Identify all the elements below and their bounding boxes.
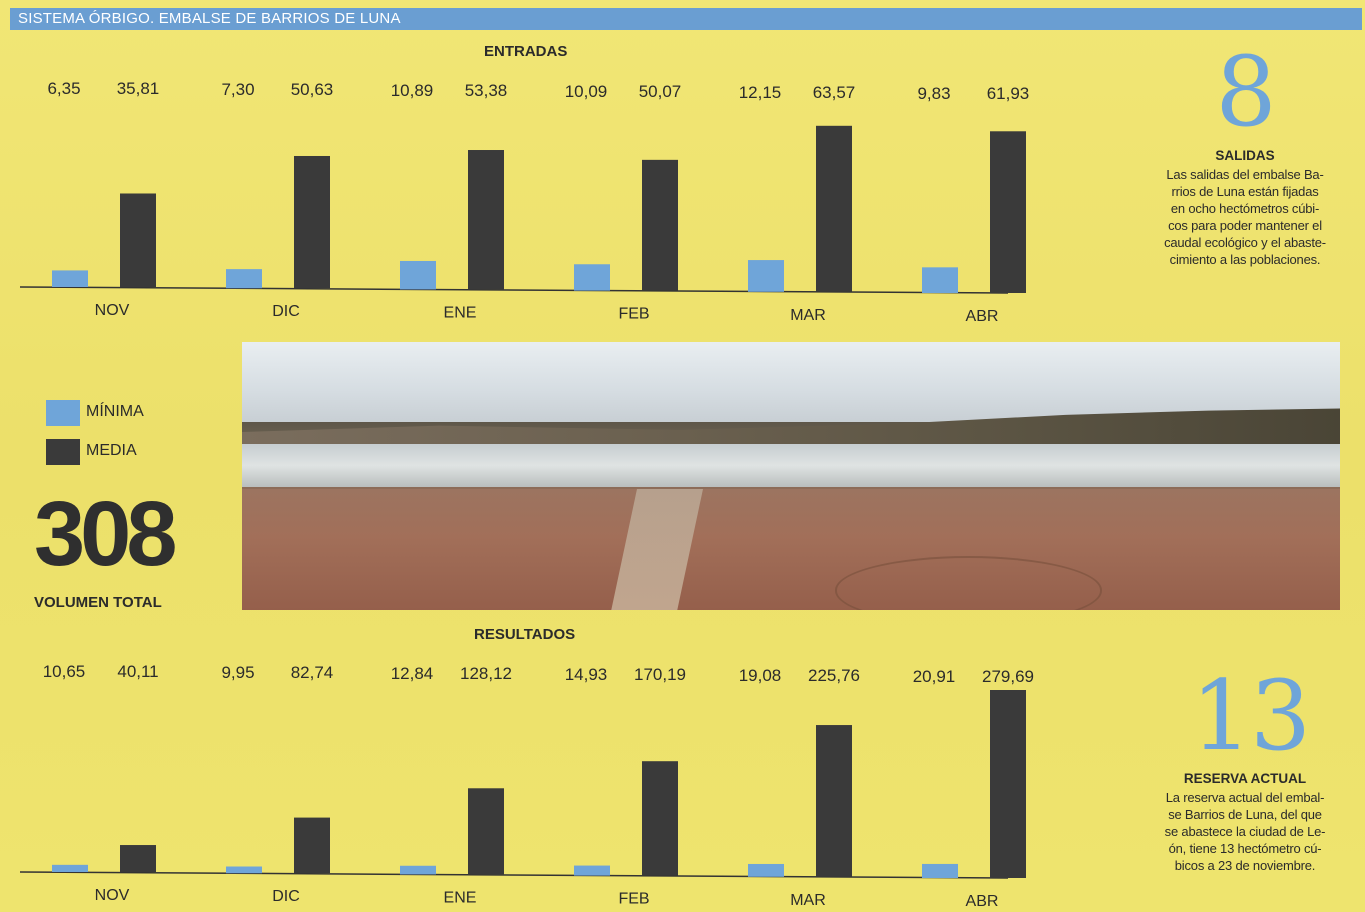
value-label-minima: 10,65 bbox=[43, 662, 86, 681]
bar-media-ene bbox=[468, 788, 504, 875]
value-label-media: 279,69 bbox=[982, 667, 1034, 686]
legend-media-label: MEDIA bbox=[86, 442, 137, 459]
category-label-dic: DIC bbox=[272, 303, 300, 320]
category-label-nov: NOV bbox=[95, 302, 130, 319]
bar-media-nov bbox=[120, 845, 156, 872]
total-number: 308 bbox=[34, 483, 177, 585]
bar-media-feb bbox=[642, 159, 678, 291]
salidas-line: en ocho hectómetros cúbi- bbox=[1170, 201, 1320, 216]
bar-minima-nov bbox=[52, 270, 88, 287]
value-label-minima: 10,09 bbox=[565, 82, 608, 101]
category-label-nov: NOV bbox=[95, 887, 130, 904]
bar-media-nov bbox=[120, 193, 156, 287]
entradas-chart: 6,35 35,81 NOV 7,30 50,63 DIC 10,89 53,38 ENE 10,… bbox=[19, 79, 1030, 325]
value-label-media: 82,74 bbox=[291, 663, 334, 682]
salidas-line: rrios de Luna están fijadas bbox=[1171, 184, 1319, 199]
chart-baseline bbox=[19, 871, 1009, 879]
category-label-mar: MAR bbox=[790, 307, 826, 324]
bar-minima-feb bbox=[574, 264, 610, 291]
photo-sky bbox=[242, 342, 1340, 423]
header-bar: SISTEMA ÓRBIGO. EMBALSE DE BARRIOS DE LU… bbox=[10, 8, 1362, 30]
photo-water bbox=[242, 443, 1340, 487]
salidas-line: Las salidas del embalse Ba- bbox=[1166, 167, 1324, 182]
category-label-mar: MAR bbox=[790, 892, 826, 909]
category-label-abr: ABR bbox=[966, 308, 999, 325]
bar-media-abr bbox=[990, 690, 1026, 878]
value-label-media: 128,12 bbox=[460, 664, 512, 683]
value-label-media: 63,57 bbox=[813, 83, 856, 102]
value-label-media: 53,38 bbox=[465, 81, 508, 100]
bar-minima-abr bbox=[922, 863, 958, 878]
bar-minima-dic bbox=[226, 269, 262, 289]
bar-media-dic bbox=[294, 817, 330, 874]
value-label-media: 50,63 bbox=[291, 80, 334, 99]
reserva-heading: RESERVA ACTUAL bbox=[1183, 771, 1307, 786]
value-label-minima: 7,30 bbox=[221, 80, 254, 99]
bar-media-mar bbox=[816, 725, 852, 877]
value-label-minima: 9,83 bbox=[917, 84, 950, 103]
bar-minima-abr bbox=[922, 267, 958, 293]
salidas-line: cimiento a las poblaciones. bbox=[1169, 252, 1321, 267]
value-label-media: 35,81 bbox=[117, 79, 160, 98]
bar-minima-dic bbox=[226, 866, 262, 874]
header-title: SISTEMA ÓRBIGO. EMBALSE DE BARRIOS DE LU… bbox=[18, 10, 401, 27]
value-label-media: 225,76 bbox=[808, 666, 860, 685]
category-label-feb: FEB bbox=[618, 891, 649, 908]
value-label-minima: 6,35 bbox=[47, 79, 80, 98]
reserva-number: 13 bbox=[1190, 660, 1311, 772]
resultados-title: RESULTADOS bbox=[474, 626, 576, 643]
reserva-line: se Barrios de Luna, del que bbox=[1168, 807, 1322, 822]
bar-media-abr bbox=[990, 131, 1026, 293]
bar-minima-ene bbox=[400, 865, 436, 875]
salidas-line: caudal ecológico y el abaste- bbox=[1164, 235, 1326, 250]
bar-media-feb bbox=[642, 761, 678, 876]
legend-minima-label: MÍNIMA bbox=[86, 403, 144, 420]
bar-minima-mar bbox=[748, 863, 784, 877]
value-label-minima: 19,08 bbox=[739, 666, 782, 685]
reserva-line: bicos a 23 de noviembre. bbox=[1174, 858, 1316, 873]
salidas-number: 8 bbox=[1215, 36, 1276, 148]
value-label-minima: 20,91 bbox=[913, 667, 956, 686]
category-label-dic: DIC bbox=[272, 888, 300, 905]
value-label-minima: 9,95 bbox=[221, 663, 254, 682]
reserva-text: La reserva actual del embal- se Barrios … bbox=[1140, 789, 1350, 874]
reservoir-photo bbox=[242, 342, 1340, 610]
reserva-line: se abastece la ciudad de Le- bbox=[1164, 824, 1326, 839]
bar-minima-feb bbox=[574, 865, 610, 876]
value-label-minima: 12,84 bbox=[391, 664, 434, 683]
salidas-text: Las salidas del embalse Ba- rrios de Lun… bbox=[1140, 166, 1350, 268]
value-label-media: 40,11 bbox=[117, 662, 158, 681]
salidas-heading: SALIDAS bbox=[1215, 148, 1275, 163]
entradas-title: ENTRADAS bbox=[484, 43, 568, 60]
total-label: VOLUMEN TOTAL bbox=[34, 594, 162, 611]
value-label-media: 61,93 bbox=[987, 84, 1030, 103]
value-label-media: 50,07 bbox=[639, 82, 682, 101]
bar-media-mar bbox=[816, 125, 852, 292]
value-label-minima: 12,15 bbox=[739, 83, 782, 102]
bar-minima-ene bbox=[400, 260, 436, 290]
photo-ground bbox=[242, 489, 1340, 610]
category-label-ene: ENE bbox=[444, 304, 477, 321]
legend-media-swatch bbox=[46, 439, 80, 465]
reserva-line: ón, tiene 13 hectómetro cú- bbox=[1168, 841, 1322, 856]
category-label-feb: FEB bbox=[618, 306, 649, 323]
category-label-ene: ENE bbox=[444, 889, 477, 906]
category-label-abr: ABR bbox=[966, 893, 999, 910]
value-label-minima: 10,89 bbox=[391, 81, 434, 100]
reserva-line: La reserva actual del embal- bbox=[1165, 790, 1325, 805]
value-label-media: 170,19 bbox=[634, 665, 686, 684]
legend-minima-swatch bbox=[46, 400, 80, 426]
chart-baseline bbox=[19, 286, 1009, 294]
value-label-minima: 14,93 bbox=[565, 665, 608, 684]
bar-media-dic bbox=[294, 155, 330, 289]
bar-minima-mar bbox=[748, 260, 784, 292]
salidas-line: cos para poder mantener el bbox=[1168, 218, 1322, 233]
bar-minima-nov bbox=[52, 864, 88, 872]
bar-media-ene bbox=[468, 150, 504, 290]
